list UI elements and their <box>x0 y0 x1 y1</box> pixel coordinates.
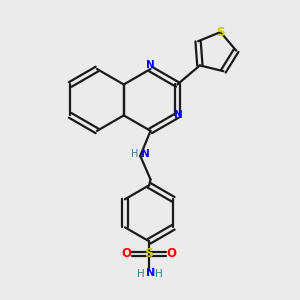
Text: N: N <box>146 61 155 70</box>
Text: H: H <box>155 269 163 279</box>
Text: H: H <box>131 149 139 159</box>
Text: N: N <box>146 268 155 278</box>
Text: N: N <box>141 149 150 159</box>
Text: H: H <box>137 269 145 279</box>
Text: O: O <box>167 247 176 260</box>
Text: S: S <box>216 26 225 39</box>
Text: O: O <box>122 247 132 260</box>
Text: N: N <box>174 110 183 120</box>
Text: S: S <box>145 247 154 260</box>
